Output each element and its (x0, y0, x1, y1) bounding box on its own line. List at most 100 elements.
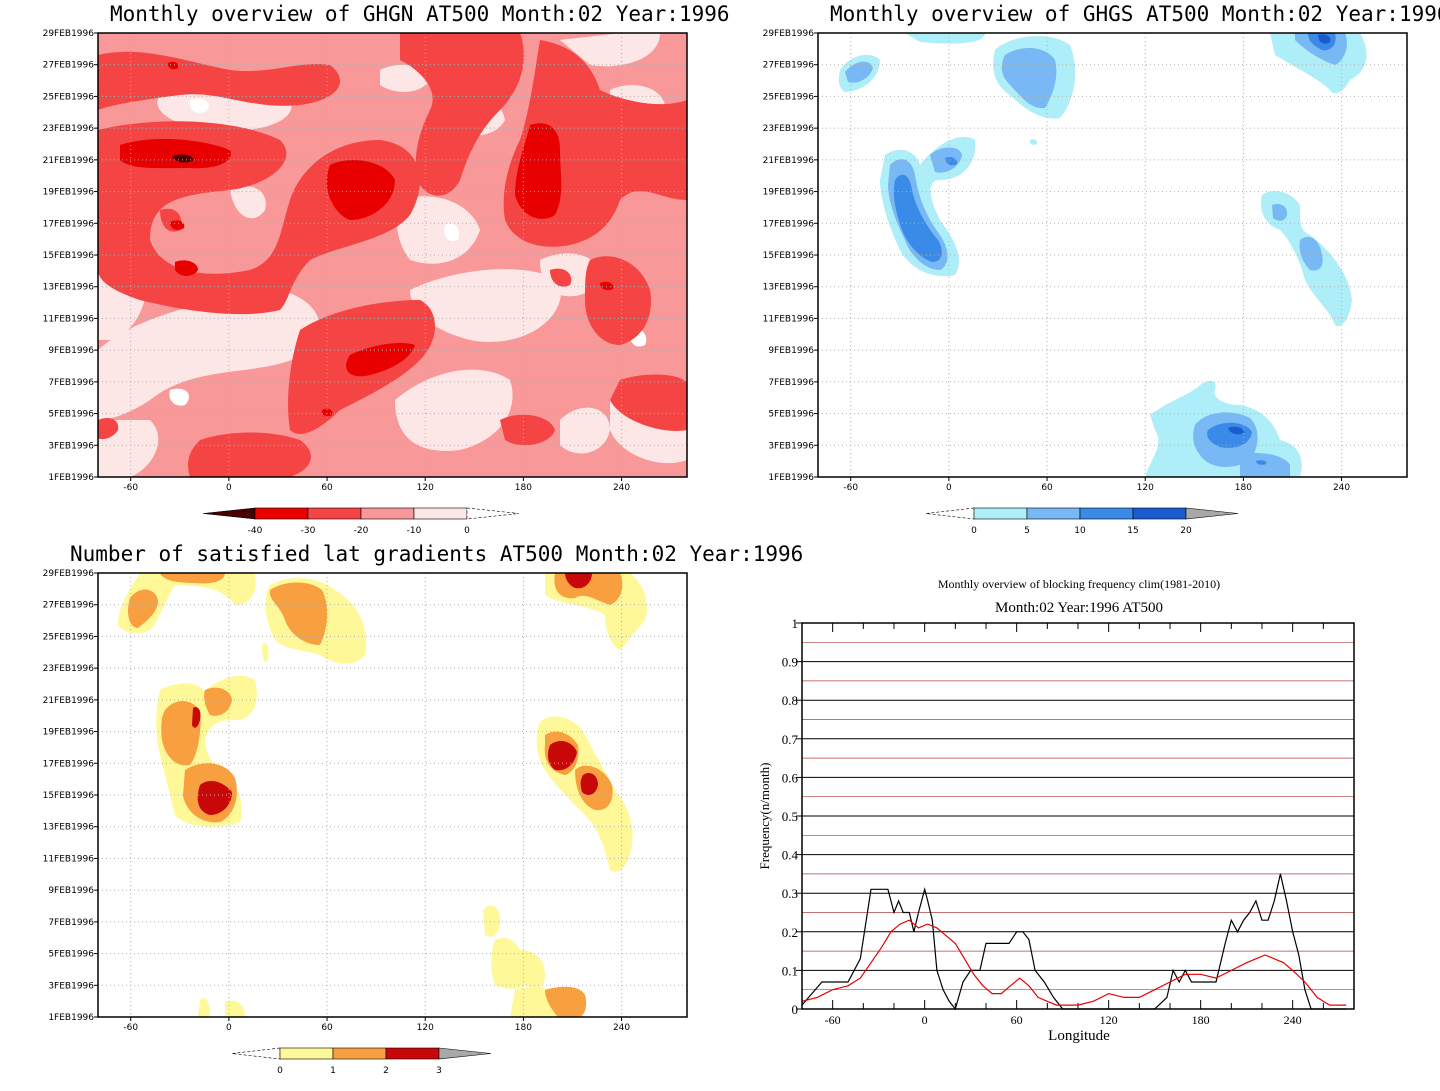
y-tick-label: 3FEB1996 (768, 441, 814, 451)
colorbar-label: 1 (330, 1066, 336, 1076)
colorbar-label: -30 (301, 526, 316, 536)
y-tick-label: 27FEB1996 (43, 61, 95, 71)
blocking-x-tick-label: -60 (825, 1013, 841, 1027)
colorbar-label: -10 (407, 526, 422, 536)
y-tick-label: 29FEB1996 (763, 29, 815, 39)
y-tick-label: 11FEB1996 (43, 854, 95, 864)
y-tick-label: 25FEB1996 (43, 632, 95, 642)
y-tick-label: 17FEB1996 (43, 219, 95, 229)
y-tick-label: 13FEB1996 (43, 823, 95, 833)
x-tick-label: 240 (1333, 483, 1350, 493)
x-tick-label: 60 (321, 483, 333, 493)
blocking-chart-title: Monthly overview of blocking frequency c… (938, 577, 1220, 591)
y-tick-label: 23FEB1996 (43, 664, 95, 674)
colorbar-label: 0 (971, 526, 977, 536)
x-tick-label: 0 (226, 1023, 232, 1033)
y-tick-label: 1FEB1996 (768, 473, 814, 483)
y-tick-label: 7FEB1996 (48, 918, 94, 928)
y-tick-label: 5FEB1996 (48, 950, 94, 960)
y-tick-label: 13FEB1996 (43, 283, 95, 293)
blocking-y-tick-label: 0.7 (782, 732, 799, 747)
x-tick-label: 240 (613, 483, 630, 493)
blocking-y-tick-label: 0.1 (782, 963, 798, 978)
blocking-x-tick-label: 60 (1011, 1013, 1023, 1027)
blocking-x-tick-label: 240 (1284, 1013, 1302, 1027)
colorbar-swatch (438, 1047, 492, 1060)
x-tick-label: 0 (946, 483, 952, 493)
y-tick-label: 23FEB1996 (763, 124, 815, 134)
y-tick-label: 15FEB1996 (763, 251, 815, 261)
x-tick-label: 180 (1235, 483, 1252, 493)
y-tick-label: 15FEB1996 (43, 791, 95, 801)
colorbar-label: -20 (354, 526, 369, 536)
y-tick-label: 19FEB1996 (43, 728, 95, 738)
colorbar-label: 3 (436, 1066, 442, 1076)
y-tick-label: 5FEB1996 (48, 410, 94, 420)
gradients-colorbar: 0 1 2 3 (231, 1047, 492, 1076)
y-tick-label: 19FEB1996 (763, 188, 815, 198)
x-tick-label: 120 (1137, 483, 1154, 493)
y-tick-label: 9FEB1996 (48, 886, 94, 896)
ghgn-field (98, 33, 687, 477)
blocking-y-tick-label: 0.4 (782, 848, 799, 863)
x-tick-label: 120 (417, 1023, 434, 1033)
y-tick-label: 9FEB1996 (48, 346, 94, 356)
ghgn-colorbar: -40 -30 -20 -10 0 (202, 507, 520, 536)
y-tick-label: 3FEB1996 (48, 981, 94, 991)
y-tick-label: 7FEB1996 (48, 378, 94, 388)
ghgs-chart: 29FEB1996 27FEB1996 25FEB1996 23FEB1996 21FE… (763, 29, 1408, 536)
x-tick-label: -60 (843, 483, 858, 493)
y-tick-label: 25FEB1996 (43, 92, 95, 102)
y-tick-label: 1FEB1996 (48, 473, 94, 483)
colorbar-label: -40 (248, 526, 263, 536)
colorbar-label: 2 (383, 1066, 389, 1076)
y-tick-label: 21FEB1996 (763, 156, 815, 166)
y-tick-label: 21FEB1996 (43, 696, 95, 706)
y-tick-label: 23FEB1996 (43, 124, 95, 134)
y-tick-label: 19FEB1996 (43, 188, 95, 198)
colorbar-label: 15 (1127, 526, 1138, 536)
y-tick-label: 27FEB1996 (763, 61, 815, 71)
blocking-y-tick-label: 1 (792, 616, 799, 631)
x-tick-label: 60 (321, 1023, 333, 1033)
x-tick-label: 180 (515, 1023, 532, 1033)
x-tick-label: -60 (123, 483, 138, 493)
y-tick-label: 17FEB1996 (763, 219, 815, 229)
x-tick-label: 60 (1041, 483, 1053, 493)
y-tick-label: 21FEB1996 (43, 156, 95, 166)
x-tick-label: 180 (515, 483, 532, 493)
blocking-y-tick-label: 0 (792, 1002, 799, 1017)
y-tick-label: 3FEB1996 (48, 441, 94, 451)
blocking-y-tick-label: 0.8 (782, 693, 798, 708)
y-tick-label: 1FEB1996 (48, 1013, 94, 1023)
y-tick-label: 7FEB1996 (768, 378, 814, 388)
gradients-chart: 29FEB199627FEB199625FEB199623FEB199621FE… (43, 569, 688, 1076)
blocking-y-tick-label: 0.6 (782, 770, 799, 785)
y-tick-label: 27FEB1996 (43, 601, 95, 611)
x-tick-label: -60 (123, 1023, 138, 1033)
climatology-line (801, 919, 1347, 1006)
gradients-field (118, 573, 647, 1017)
y-tick-label: 17FEB1996 (43, 759, 95, 769)
y-tick-label: 25FEB1996 (763, 92, 815, 102)
y-tick-label: 29FEB1996 (43, 569, 95, 579)
colorbar-swatch (1185, 507, 1239, 520)
colorbar-label: 20 (1180, 526, 1192, 536)
blocking-frequency-line (801, 873, 1347, 1011)
x-tick-label: 0 (226, 483, 232, 493)
blocking-x-tick-label: 0 (922, 1013, 928, 1027)
y-tick-label: 11FEB1996 (763, 314, 815, 324)
y-tick-label: 29FEB1996 (43, 29, 95, 39)
blocking-x-tick-label: 120 (1100, 1013, 1118, 1027)
ghgs-colorbar: 0 5 10 15 20 (925, 507, 1239, 536)
panel1-title: Monthly overview of GHGN AT500 Month:02 … (110, 2, 730, 26)
blocking-y-tick-label: 0.2 (782, 925, 798, 940)
colorbar-swatch (466, 507, 520, 520)
ghgs-field (838, 33, 1367, 477)
blocking-y-tick-label: 0.9 (782, 655, 798, 670)
y-tick-label: 9FEB1996 (768, 346, 814, 356)
colorbar-label: 0 (277, 1066, 283, 1076)
y-tick-label: 13FEB1996 (763, 283, 815, 293)
blocking-y-axis-label: Frequency(n/month) (757, 763, 772, 870)
